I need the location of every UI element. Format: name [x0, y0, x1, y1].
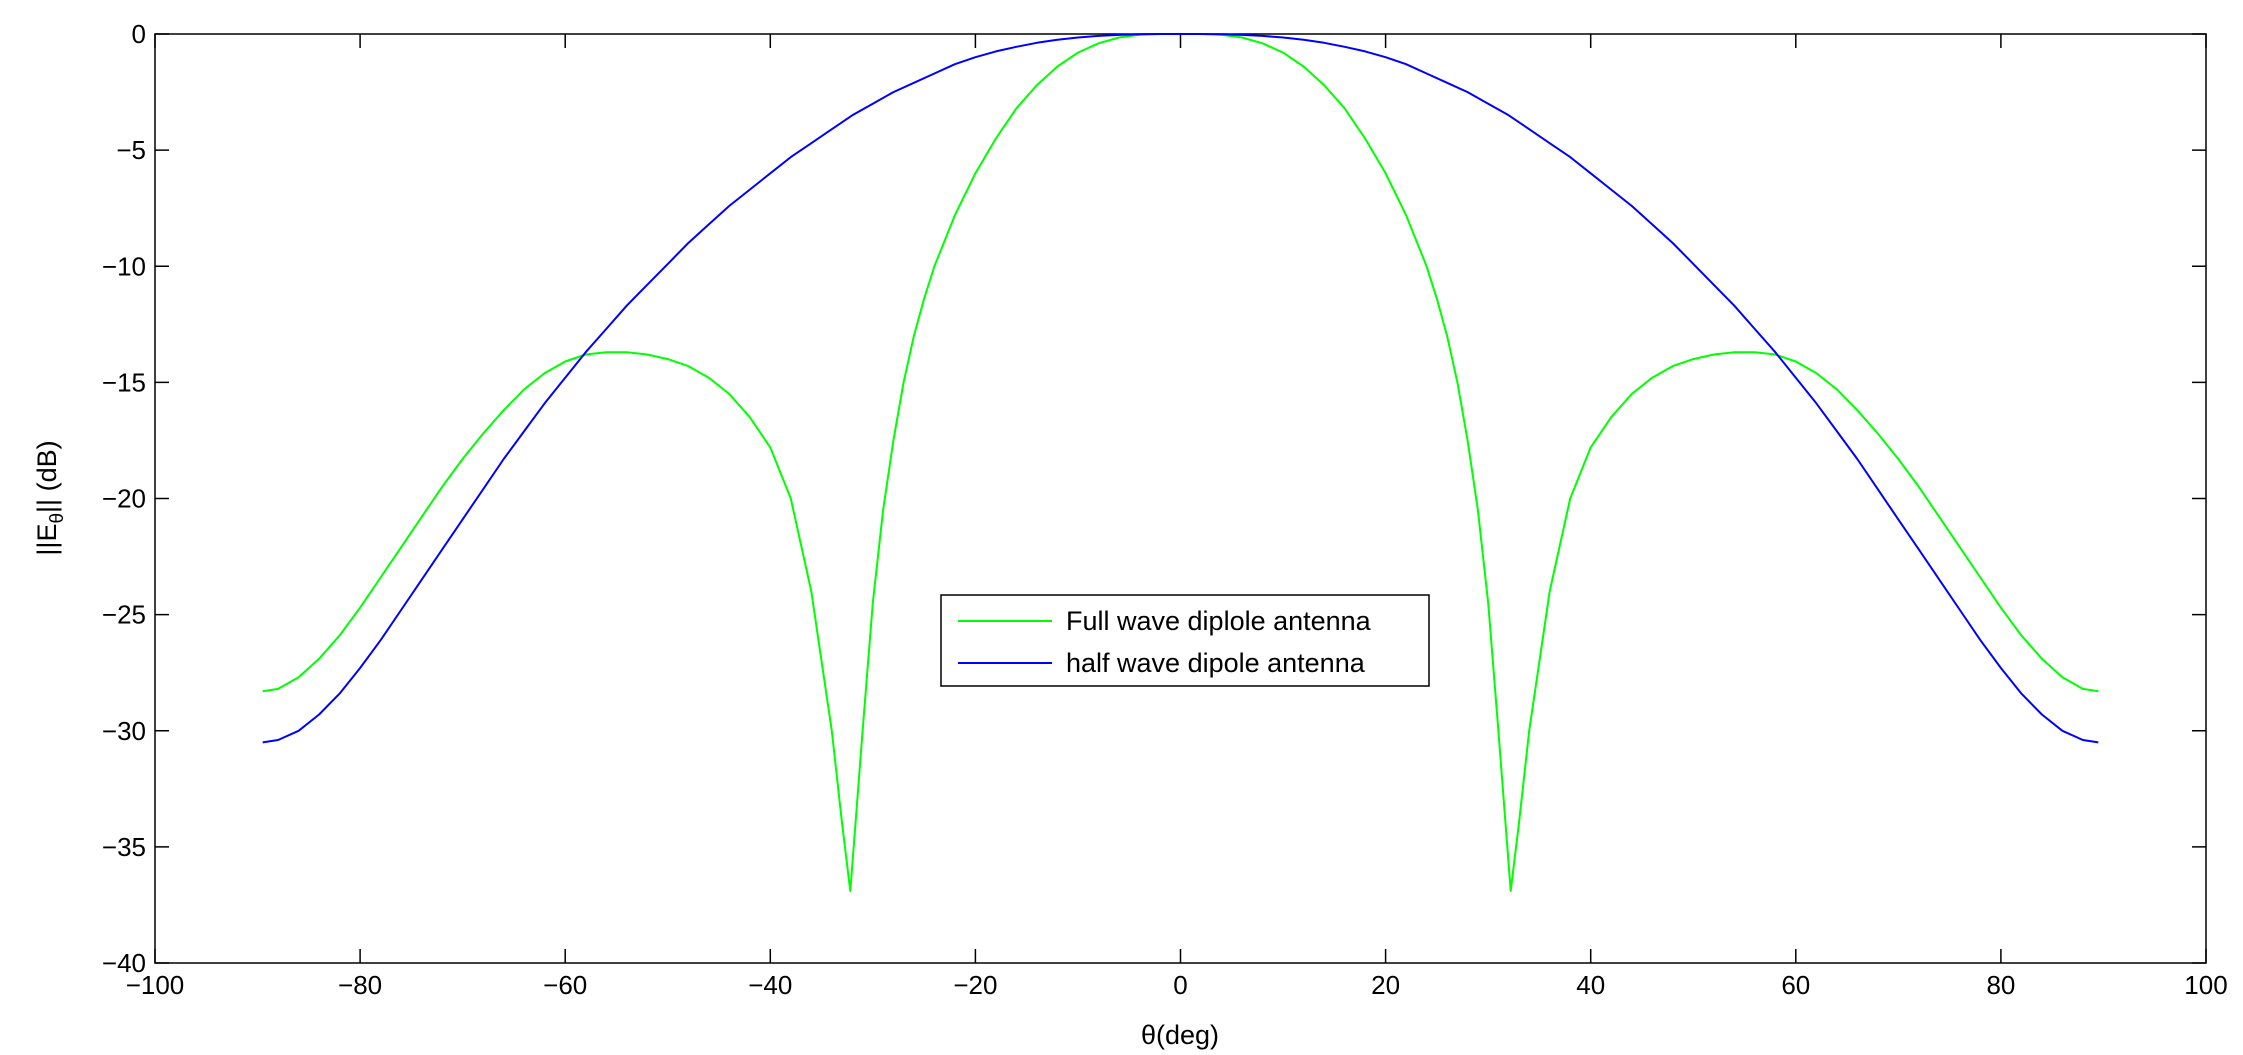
legend-box [940, 594, 1430, 687]
y-tick-label: −25 [102, 600, 146, 630]
y-tick-label: −40 [102, 948, 146, 978]
y-axis-label-main: ||E [32, 524, 62, 556]
x-tick-label: 0 [1173, 970, 1187, 1000]
ticks-layer: −100 −80 −60 −40 −20 0 20 40 60 80 100 0 −5 −10 −15 −20… [102, 19, 2228, 1000]
y-tick-label: −10 [102, 251, 146, 281]
y-tick-label: −5 [116, 135, 146, 165]
x-tick-label: −60 [543, 970, 587, 1000]
y-axis-label-sub: θ [47, 513, 68, 524]
x-tick-label: 20 [1371, 970, 1400, 1000]
x-tick-label: −40 [748, 970, 792, 1000]
x-tick-label: 100 [2184, 970, 2227, 1000]
legend-label-full-wave: Full wave diplole antenna [1066, 606, 1372, 636]
x-tick-label: 40 [1576, 970, 1605, 1000]
legend: Full wave diplole antenna half wave dipo… [940, 594, 1430, 687]
y-axis-label-rest: || (dB) [32, 440, 62, 513]
y-tick-label: −20 [102, 484, 146, 514]
y-tick-label: −30 [102, 716, 146, 746]
y-tick-label: 0 [132, 19, 146, 49]
plot-area [154, 33, 2207, 964]
y-tick-label: −15 [102, 367, 146, 397]
legend-label-half-wave: half wave dipole antenna [1066, 648, 1366, 678]
x-tick-label: −20 [953, 970, 997, 1000]
series-layer [262, 33, 2099, 892]
x-tick-label: 60 [1781, 970, 1810, 1000]
x-tick-label: 80 [1986, 970, 2015, 1000]
x-tick-label: −80 [338, 970, 382, 1000]
y-tick-label: −35 [102, 832, 146, 862]
x-tick-label: −100 [126, 970, 185, 1000]
x-axis-label: θ(deg) [1141, 1020, 1219, 1050]
series-line-half-wave [262, 33, 2099, 744]
y-axis-label: ||Eθ|| (dB) [32, 440, 68, 555]
